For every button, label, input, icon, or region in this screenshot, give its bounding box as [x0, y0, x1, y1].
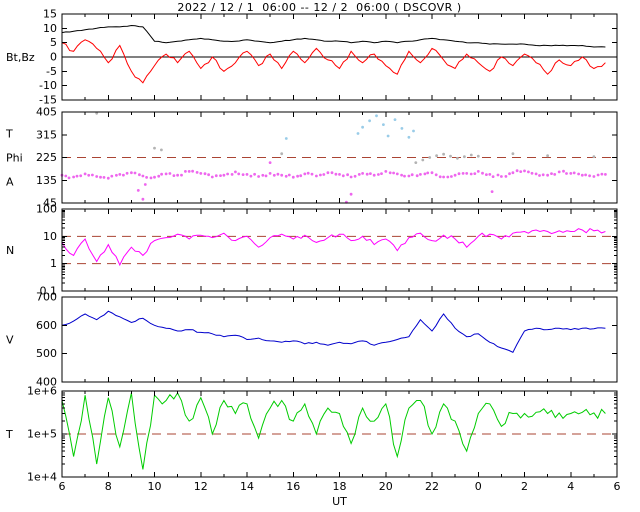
x-tick-label: 20	[379, 480, 393, 493]
y-tick-label: 315	[36, 128, 57, 141]
panel-v: 400 500 600 700 V	[6, 291, 618, 389]
y-tick-label: 1e+6	[27, 385, 57, 398]
series-Phi-outliers	[136, 161, 494, 204]
panel-temp: 1e+4 1e+5 1e+6 T	[5, 385, 618, 484]
y-tick-label: 1e+4	[27, 471, 57, 484]
y-axis-label: Bt,Bz	[6, 51, 35, 64]
y-tick-label: 10	[43, 22, 57, 35]
panel-frame	[61, 208, 618, 292]
x-tick-label: 12	[194, 480, 208, 493]
series-gray-points	[95, 111, 596, 165]
y-axis-label: Phi	[6, 152, 23, 165]
y-tick-label: 135	[36, 174, 57, 187]
y-axis-label: N	[6, 244, 14, 257]
y-tick-label: 405	[36, 106, 57, 119]
y-axis-label: T	[5, 428, 13, 441]
x-tick-label: 8	[105, 480, 112, 493]
x-axis-label: UT	[332, 495, 347, 508]
panel-n: 0.1 1 10 100 N	[6, 203, 618, 298]
y-tick-label: 500	[36, 347, 57, 360]
y-tick-label: 15	[43, 8, 57, 21]
y-axis-label: V	[6, 334, 14, 347]
y-tick-label: 700	[36, 291, 57, 304]
chart-title: 2022 / 12 / 1 06:00 -- 12 / 2 06:00 ( DS…	[177, 1, 462, 14]
y-tick-label: 45	[43, 197, 57, 210]
series-Phi	[60, 169, 607, 180]
y-axis-label: T	[5, 128, 13, 141]
y-tick-label: 225	[36, 151, 57, 164]
panel-frame	[61, 296, 618, 383]
y-tick-label: -10	[39, 79, 57, 92]
x-tick-label: 6	[59, 480, 66, 493]
series-T	[61, 391, 606, 470]
x-tick-label: 4	[567, 480, 574, 493]
y-tick-label: 600	[36, 319, 57, 332]
y-tick-label: 0.1	[40, 285, 58, 298]
x-tick-label: 2	[521, 480, 528, 493]
series-V	[61, 310, 606, 353]
series-cyan-points	[284, 114, 415, 140]
series-Bt	[61, 24, 606, 48]
x-tick-label: 0	[475, 480, 482, 493]
x-tick-label: 14	[240, 480, 254, 493]
x-tick-label: 18	[333, 480, 347, 493]
y-tick-label: -5	[46, 65, 57, 78]
series-Bz	[61, 39, 606, 84]
x-tick-label: 6	[614, 480, 621, 493]
y-tick-label: 0	[50, 51, 57, 64]
x-tick-label: 22	[425, 480, 439, 493]
y-axis-label: A	[6, 176, 14, 189]
y-tick-label: 1e+5	[27, 428, 57, 441]
y-tick-label: 5	[50, 36, 57, 49]
y-tick-label: 10	[43, 230, 57, 243]
y-tick-label: 1	[50, 257, 57, 270]
y-tick-label: 400	[36, 376, 57, 389]
y-tick-label: -15	[39, 94, 57, 107]
x-tick-label: 16	[286, 480, 300, 493]
panel-t-phi-a: 45 135 225 315 405 T Phi A	[5, 106, 618, 210]
y-tick-label: 100	[36, 203, 57, 216]
x-tick-label: 10	[148, 480, 162, 493]
series-N	[61, 227, 606, 267]
